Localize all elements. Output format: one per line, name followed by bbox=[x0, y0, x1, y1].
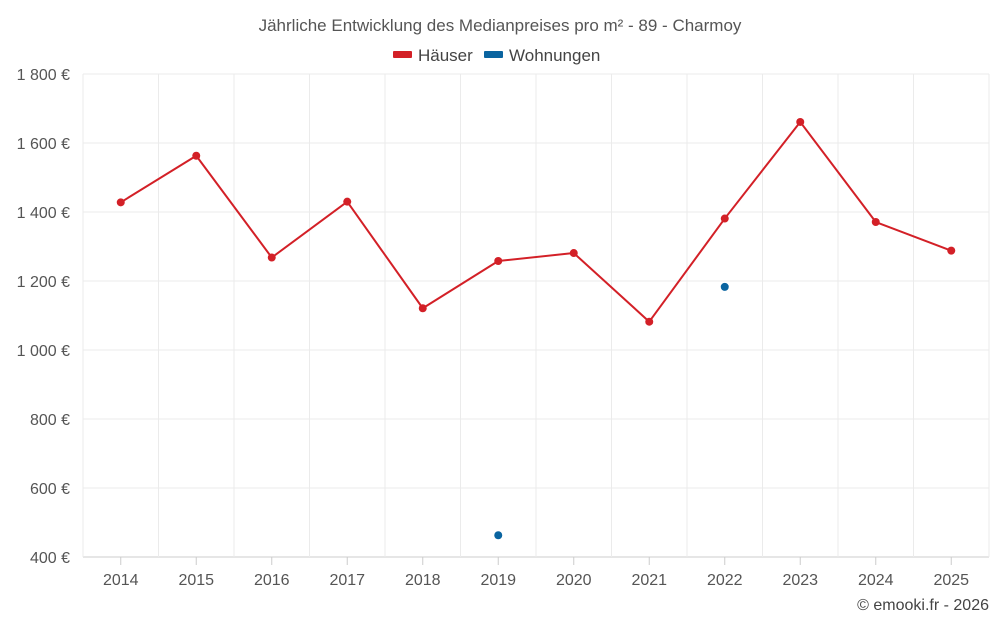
y-tick-label: 400 € bbox=[30, 550, 70, 567]
x-tick-label: 2024 bbox=[858, 572, 894, 589]
legend: Häuser Wohnungen bbox=[393, 46, 600, 65]
x-tick-label: 2022 bbox=[707, 572, 743, 589]
y-tick-label: 1 600 € bbox=[17, 136, 70, 153]
series-1 bbox=[494, 282, 729, 540]
x-tick-label: 2017 bbox=[329, 572, 365, 589]
x-tick-label: 2014 bbox=[103, 572, 139, 589]
series-line bbox=[120, 120, 952, 323]
data-point[interactable] bbox=[494, 531, 503, 540]
x-tick-label: 2019 bbox=[480, 572, 516, 589]
legend-item-haeuser[interactable]: Häuser bbox=[393, 46, 473, 65]
credit-text: © emooki.fr - 2026 bbox=[857, 597, 989, 614]
y-tick-label: 800 € bbox=[30, 412, 70, 429]
chart-title: Jährliche Entwicklung des Medianpreises … bbox=[259, 16, 742, 35]
y-tick-label: 600 € bbox=[30, 481, 70, 498]
axes: 400 € 600 € 800 € 1 000 € 1 200 € 1 400 € 1 60… bbox=[17, 67, 970, 589]
data-point[interactable] bbox=[720, 214, 729, 223]
data-point[interactable] bbox=[871, 218, 880, 227]
legend-swatch-wohnungen bbox=[484, 51, 503, 58]
data-point[interactable] bbox=[418, 304, 427, 313]
x-tick-label: 2018 bbox=[405, 572, 441, 589]
data-point[interactable] bbox=[116, 198, 125, 207]
x-tick-label: 2015 bbox=[178, 572, 214, 589]
legend-swatch-haeuser bbox=[393, 51, 412, 58]
y-tick-label: 1 200 € bbox=[17, 274, 70, 291]
x-tick-label: 2016 bbox=[254, 572, 290, 589]
legend-item-wohnungen[interactable]: Wohnungen bbox=[484, 46, 600, 65]
data-point[interactable] bbox=[192, 151, 201, 160]
data-point[interactable] bbox=[720, 282, 729, 291]
series-0 bbox=[116, 117, 956, 326]
data-point[interactable] bbox=[947, 246, 956, 255]
y-tick-label: 1 400 € bbox=[17, 205, 70, 222]
series bbox=[116, 117, 956, 540]
x-tick-label: 2021 bbox=[631, 572, 667, 589]
x-tick-label: 2025 bbox=[933, 572, 969, 589]
y-tick-label: 1 000 € bbox=[17, 343, 70, 360]
data-point[interactable] bbox=[569, 249, 578, 258]
data-point[interactable] bbox=[796, 117, 805, 126]
x-tick-label: 2020 bbox=[556, 572, 592, 589]
y-tick-label: 1 800 € bbox=[17, 67, 70, 84]
x-tick-label: 2023 bbox=[782, 572, 818, 589]
data-point[interactable] bbox=[267, 253, 276, 262]
data-point[interactable] bbox=[494, 256, 503, 265]
legend-label-haeuser: Häuser bbox=[418, 46, 473, 65]
legend-label-wohnungen: Wohnungen bbox=[509, 46, 600, 65]
grid bbox=[82, 73, 990, 558]
data-point[interactable] bbox=[645, 317, 654, 326]
data-point[interactable] bbox=[343, 197, 352, 206]
